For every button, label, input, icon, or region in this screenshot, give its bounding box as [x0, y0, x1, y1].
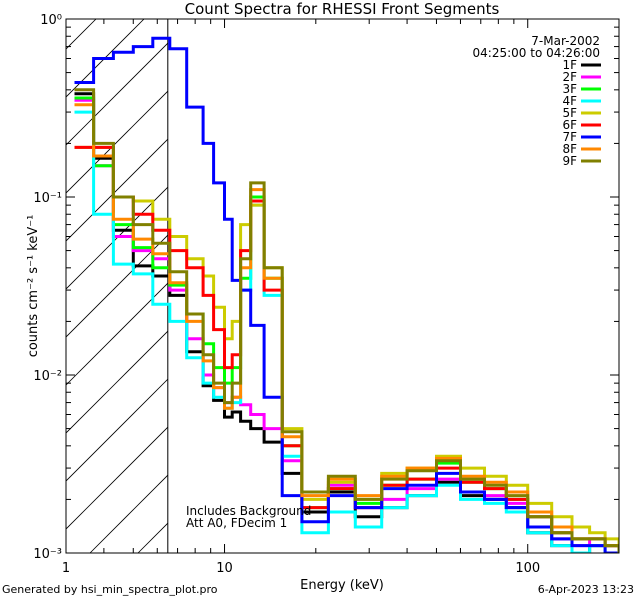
hatch-line [426, 0, 640, 553]
annotation-time-range: 04:25:00 to 04:26:00 [473, 46, 600, 60]
legend-label-1f: 1F [562, 58, 577, 72]
y-tick-label: 10⁻¹ [33, 191, 62, 206]
legend-label-6f: 6F [562, 118, 577, 132]
y-tick-label: 10⁻³ [33, 547, 62, 562]
y-axis-label: counts cm⁻² s⁻¹ keV⁻¹ [26, 215, 41, 358]
plot-frame [65, 18, 620, 554]
hatch-line [618, 0, 640, 553]
x-tick-label: 100 [515, 561, 540, 576]
hatch-line [66, 42, 168, 146]
hatch-line [0, 0, 114, 553]
legend-label-5f: 5F [562, 106, 577, 120]
x-tick-label: 10 [216, 561, 233, 576]
chart-title: Count Spectra for RHESSI Front Segments [185, 0, 500, 18]
hatch-line [66, 186, 168, 290]
hatch-line [570, 0, 640, 553]
annotation-attenuator: Att A0, FDecim 1 [186, 516, 287, 530]
legend-label-2f: 2F [562, 70, 577, 84]
series-layer [74, 36, 619, 553]
hatch-line [474, 0, 640, 553]
annotation-date: 7-Mar-2002 [531, 34, 600, 48]
y-tick-label: 10⁻² [33, 369, 62, 384]
legend-label-7f: 7F [562, 130, 577, 144]
hatch-line [66, 19, 145, 98]
axis-ticks: 10 100 1 10⁰ 10⁻¹ 10⁻² 10⁻³ [33, 13, 620, 576]
hatch-line [66, 378, 168, 482]
y-tick-label: 10⁰ [40, 13, 62, 28]
x-tick-label: 1 [62, 561, 70, 576]
hatch-line [66, 426, 168, 530]
legend-label-4f: 4F [562, 94, 577, 108]
hatched-region [0, 0, 640, 553]
series-line-2f [74, 98, 619, 553]
footer-generated-by: Generated by hsi_min_spectra_plot.pro [2, 583, 218, 596]
hatch-line [522, 0, 640, 553]
legend-label-9f: 9F [562, 154, 577, 168]
legend-label-3f: 3F [562, 82, 577, 96]
footer-timestamp: 6-Apr-2023 13:23 [537, 583, 634, 596]
annotation-background: Includes Background [186, 504, 311, 518]
series-line-9f [74, 88, 619, 553]
hatch-line [66, 234, 168, 338]
series-line-7f [74, 36, 619, 553]
hatch-line [89, 474, 168, 553]
legend-label-8f: 8F [562, 142, 577, 156]
x-axis-label: Energy (keV) [300, 578, 384, 593]
